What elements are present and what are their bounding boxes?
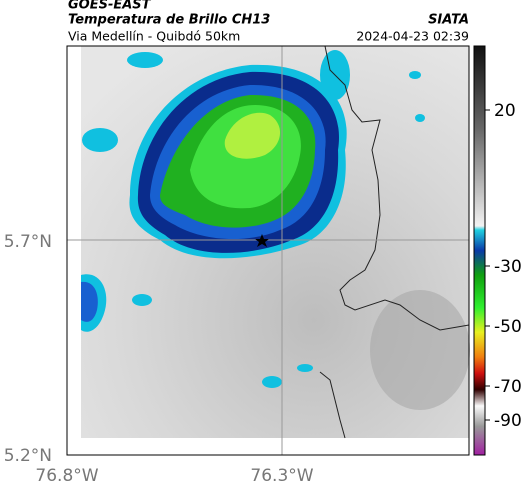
colorbar-scale: [473, 45, 486, 456]
frame: [66, 45, 470, 456]
lat-tick-label: 5.7°N: [4, 232, 52, 252]
border: [324, 45, 470, 331]
warm-area: [370, 290, 470, 410]
brand: SIATA: [428, 13, 469, 28]
map-area: [66, 45, 470, 456]
lat-tick-label: 5.2°N: [4, 446, 52, 466]
colorbar-tick-label: -50: [494, 317, 522, 337]
colorbar-tick-label: 20: [494, 101, 516, 121]
colorbar-tick-label: -90: [494, 411, 522, 431]
title: Temperatura de Brillo CH13: [68, 13, 270, 28]
lon-tick-label: 76.8°W: [35, 466, 98, 486]
subtitle: Via Medellín - Quibdó 50km: [68, 29, 240, 44]
source: GOES-EAST: [68, 0, 152, 13]
lon-tick-label: 76.3°W: [250, 466, 313, 486]
colorbar-tick-label: -70: [494, 377, 522, 397]
colorbar: 20 -30 -50 -70 -90: [473, 45, 522, 456]
border: [319, 371, 346, 439]
timestamp: 2024-04-23 02:39: [356, 29, 469, 44]
location-marker: [255, 234, 269, 247]
colorbar-tick-label: -30: [494, 257, 522, 277]
